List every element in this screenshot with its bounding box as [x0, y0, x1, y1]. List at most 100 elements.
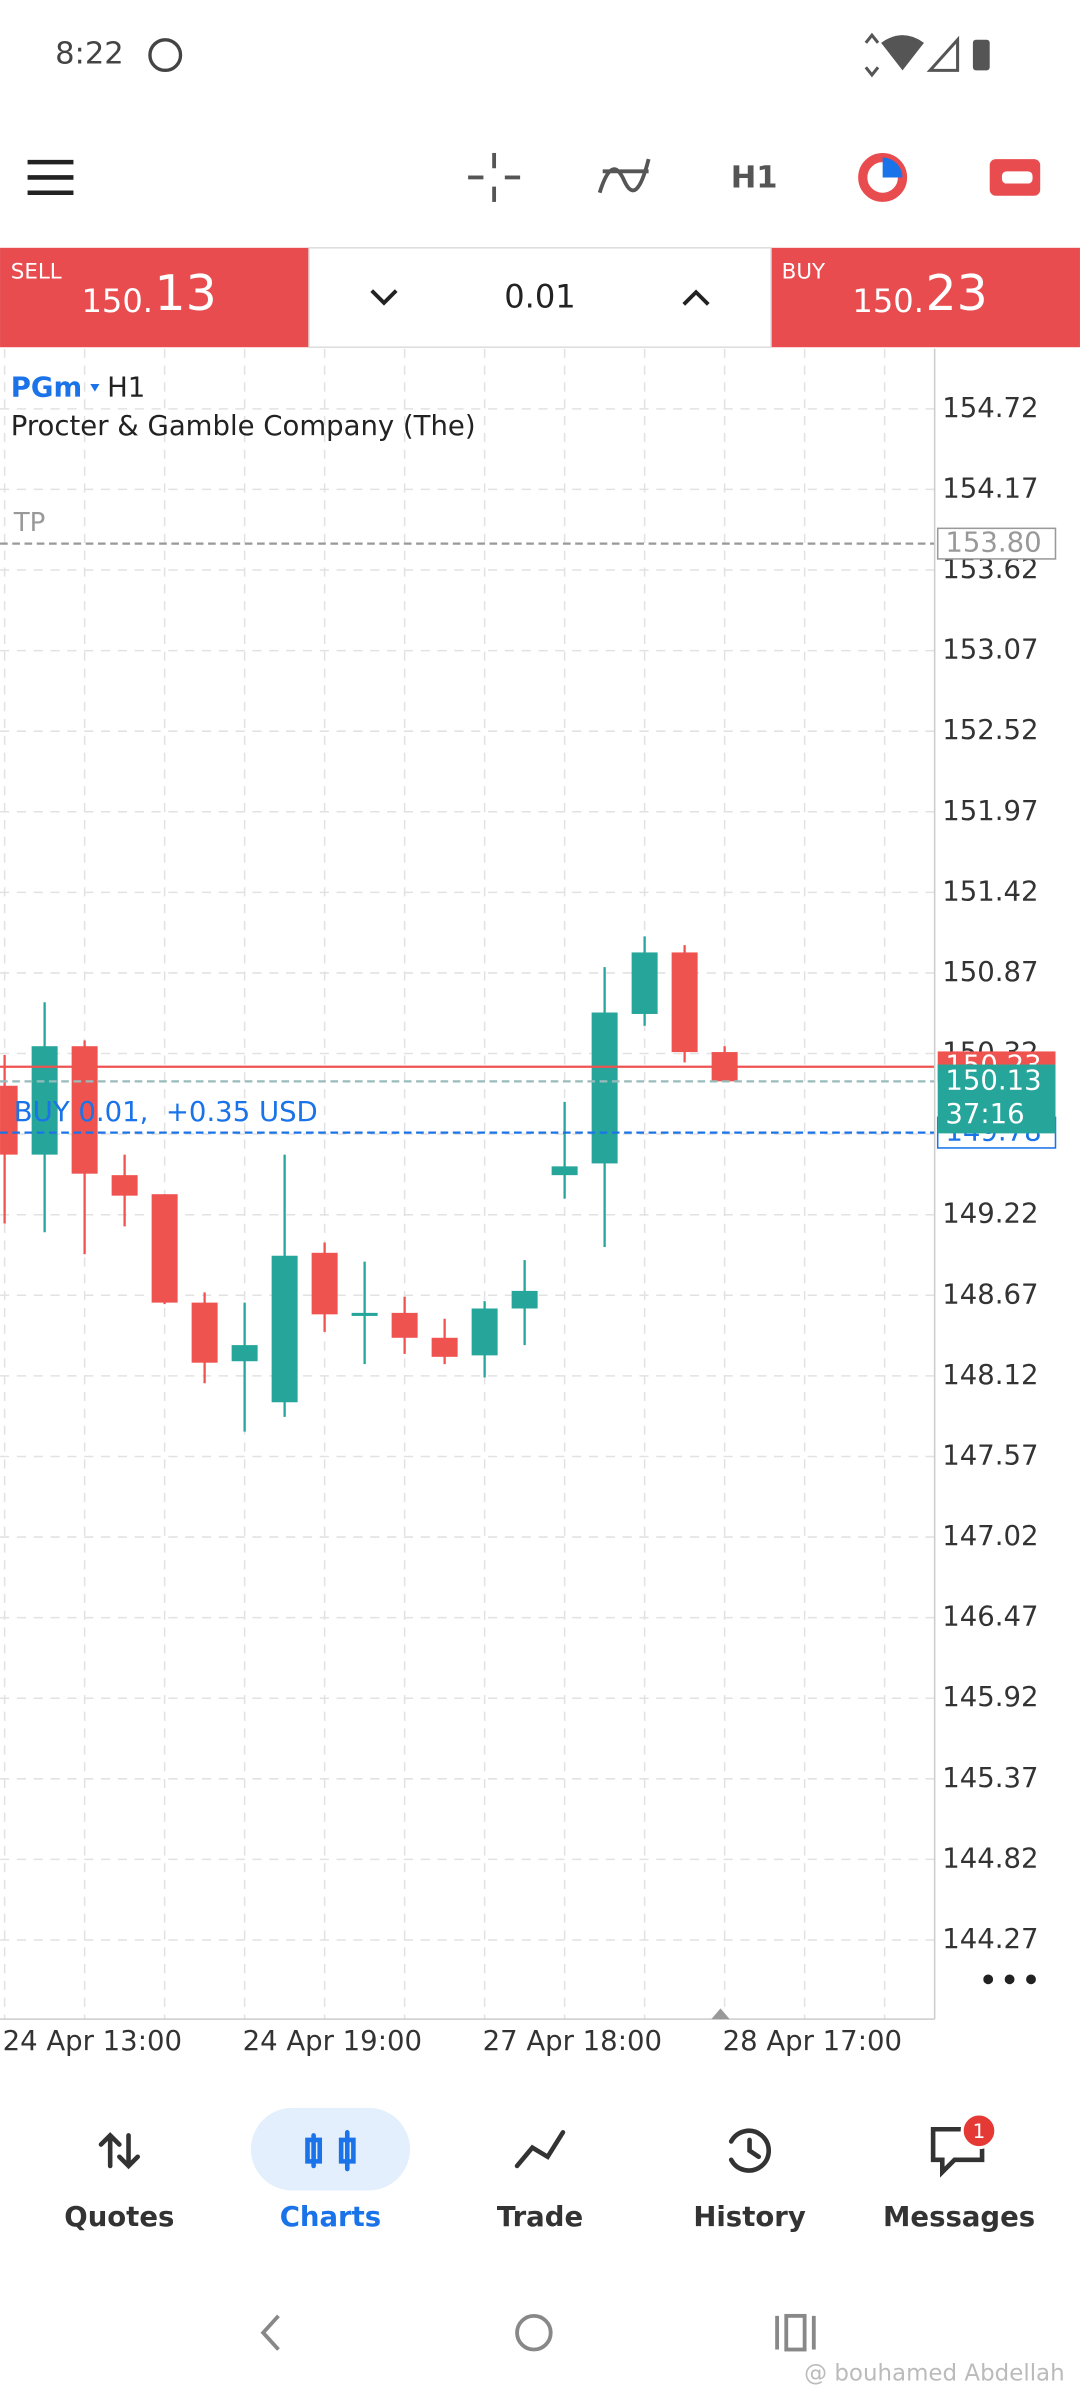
bid-price: 150.13 [945, 1064, 1041, 1096]
time-axis: 24 Apr 13:00 24 Apr 19:00 27 Apr 18:00 28 A… [3, 2025, 902, 2057]
candle-body [471, 1308, 498, 1356]
crosshair-button[interactable] [468, 152, 521, 202]
nav-label[interactable]: Quotes [64, 2201, 174, 2233]
volume-down[interactable] [370, 289, 398, 306]
signal-icon [926, 35, 960, 72]
y-tick-label: 149.22 [942, 1198, 1038, 1230]
shift-marker [711, 2008, 730, 2020]
candle-body [591, 1012, 618, 1164]
candle-body [431, 1337, 458, 1357]
candle-body [191, 1302, 218, 1363]
sell-price-main: 150. [82, 282, 154, 320]
y-tick-label: 151.42 [942, 875, 1038, 907]
candle-body [271, 1255, 298, 1403]
x-tick-label: 28 Apr 17:00 [723, 2025, 902, 2057]
nav-icon [98, 2132, 140, 2170]
timeframe-button[interactable]: H1 [731, 160, 778, 195]
one-click-icon-part [882, 157, 903, 178]
y-tick-label: 148.12 [942, 1359, 1038, 1391]
tp-price: 153.80 [945, 527, 1041, 559]
candle-body [0, 1085, 18, 1155]
volume-value[interactable]: 0.01 [504, 277, 575, 315]
y-tick-label: 145.37 [942, 1762, 1038, 1794]
buy-button[interactable] [770, 247, 1080, 348]
indicators-button[interactable] [597, 158, 651, 194]
candle-body [31, 1046, 58, 1155]
symbol[interactable]: PGm [11, 372, 82, 404]
status-time: 8:22 [55, 37, 124, 72]
symbol-dropdown[interactable] [90, 383, 100, 392]
y-tick-label: 144.82 [942, 1842, 1038, 1874]
active-tab-bg [250, 2107, 410, 2191]
chart-timeframe: H1 [107, 372, 145, 404]
candle-body [631, 952, 658, 1014]
bid-price-box [937, 1064, 1056, 1134]
candle-body [311, 1252, 338, 1315]
nav-icon [305, 2130, 356, 2172]
nav-label[interactable]: History [693, 2201, 805, 2233]
y-tick-label: 152.52 [942, 714, 1038, 746]
nav-label[interactable]: Trade [497, 2201, 583, 2233]
candle-body [111, 1175, 138, 1196]
candle-body [551, 1166, 578, 1176]
watermark: @ bouhamed Abdellah [804, 2360, 1065, 2386]
symbol-description: Procter & Gamble Company (The) [11, 410, 476, 442]
y-tick-label: 148.67 [942, 1278, 1038, 1310]
buy-price-pips: 23 [925, 265, 987, 322]
grid [0, 348, 935, 2020]
menu-button[interactable] [27, 159, 74, 196]
candle-body [391, 1312, 418, 1338]
buy-price-main: 150. [852, 282, 924, 320]
candle-body [671, 952, 698, 1053]
whatsapp-icon [148, 38, 183, 73]
nav-icon [514, 2130, 566, 2169]
sell-button[interactable] [0, 247, 310, 348]
price-axis: 154.72154.17153.62153.07152.52151.97151.… [942, 392, 1038, 1955]
x-tick-label: 27 Apr 18:00 [483, 2025, 662, 2057]
nav-label[interactable]: Messages [883, 2201, 1035, 2233]
candle-body [151, 1194, 178, 1303]
x-tick-label: 24 Apr 13:00 [3, 2025, 182, 2057]
y-tick-label: 153.07 [942, 634, 1038, 666]
volume-box [308, 247, 772, 348]
bar-timer: 37:16 [945, 1098, 1024, 1130]
badge-count: 1 [973, 2120, 986, 2143]
y-tick-label: 150.87 [942, 956, 1038, 988]
more-button[interactable] [983, 1974, 1036, 1985]
y-tick-label: 154.72 [942, 392, 1038, 424]
battery-icon [972, 39, 990, 71]
sell-price-pips: 13 [155, 265, 217, 322]
trade-button-part [1001, 171, 1033, 184]
candle-body [511, 1290, 538, 1309]
sell-label: SELL [11, 259, 62, 284]
y-tick-label: 147.57 [942, 1439, 1038, 1471]
badge [960, 2112, 998, 2150]
tp-price-box [936, 527, 1057, 560]
volume-up[interactable] [682, 289, 710, 306]
buy-label: BUY [782, 259, 826, 284]
y-tick-label: 151.97 [942, 795, 1038, 827]
wifi-icon [881, 35, 924, 71]
tp-label: TP [13, 508, 46, 538]
y-tick-label: 145.92 [942, 1681, 1038, 1713]
nav-label[interactable]: Charts [280, 2201, 381, 2233]
bottom-nav: Quotes Charts Trade History Messages 1 [64, 2112, 1035, 2233]
y-tick-label: 154.17 [942, 472, 1038, 504]
y-tick-label: 144.27 [942, 1923, 1038, 1955]
levels [0, 542, 935, 1134]
data-icon [864, 32, 880, 78]
back-button[interactable] [260, 2314, 280, 2351]
nav-icon [728, 2128, 771, 2173]
recents-button[interactable] [775, 2313, 816, 2352]
y-tick-label: 147.02 [942, 1520, 1038, 1552]
y-tick-label: 146.47 [942, 1601, 1038, 1633]
position-label[interactable]: BUY 0.01, +0.35 USD [14, 1096, 318, 1128]
home-button[interactable] [515, 2313, 553, 2352]
candle-body [351, 1312, 378, 1316]
x-tick-label: 24 Apr 19:00 [243, 2025, 422, 2057]
candle-body [231, 1345, 258, 1362]
candles [0, 936, 738, 1432]
